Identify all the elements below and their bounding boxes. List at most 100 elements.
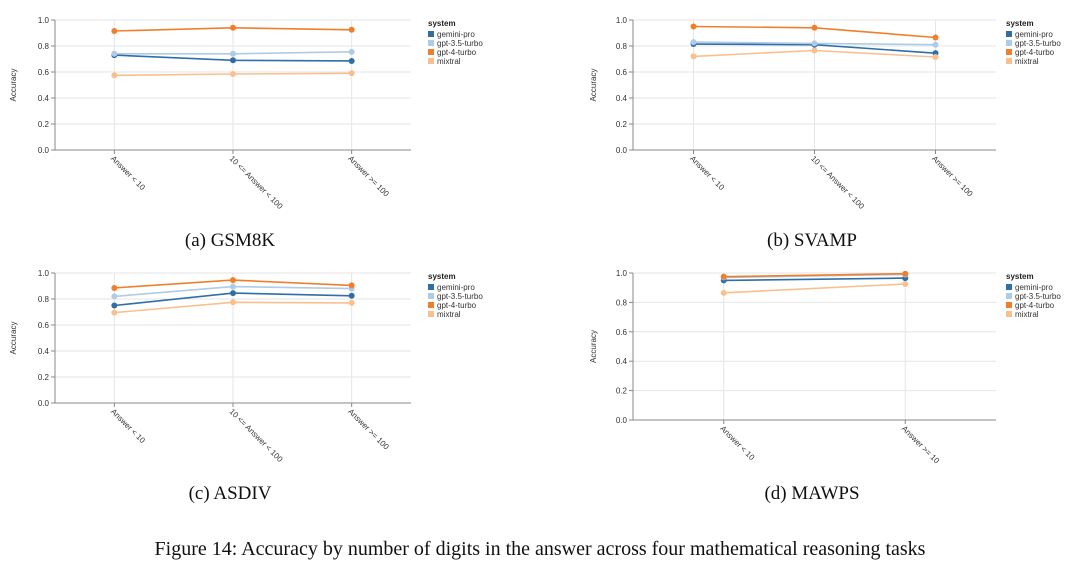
y-tick-label: 0.8: [616, 298, 628, 307]
data-point-gpt-4-turbo: [111, 28, 118, 35]
y-axis-title: Accuracy: [9, 69, 18, 102]
data-point-gpt-3-5-turbo: [230, 283, 236, 290]
chart-panel-d-mawps: 0.0 0.2 0.4 0.6 0.8 1.0 Answer < 10 Answer >= 1…: [589, 269, 1061, 504]
chart-panels: 0.0 0.2 0.4 0.6 0.8 1.0 Answer < 10 10 <= Answe…: [9, 16, 1061, 504]
legend-label-gpt-4-turbo: gpt-4-turbo: [1015, 48, 1055, 57]
x-tick-label: 10 <= Answer < 100: [809, 154, 866, 211]
legend-swatch-mixtral: [1006, 311, 1012, 317]
y-axis-title: Accuracy: [589, 69, 598, 102]
data-point-mixtral: [111, 309, 118, 316]
data-point-gpt-3-5-turbo: [690, 39, 697, 46]
y-tick-label: 0.8: [38, 42, 50, 51]
x-tick-label: Answer < 10: [109, 154, 147, 192]
data-point-gpt-4-turbo: [902, 270, 909, 277]
legend-label-mixtral: mixtral: [437, 310, 461, 319]
x-tick-label: Answer >= 100: [930, 154, 975, 199]
data-point-gemini-pro: [111, 302, 118, 309]
data-point-gpt-3-5-turbo: [111, 293, 118, 300]
y-tick-label: 0.2: [616, 387, 628, 396]
legend-swatch-gpt-3-5-turbo: [428, 40, 434, 46]
x-tick-label: 10 <= Answer < 100: [228, 407, 285, 464]
legend-label-gpt-3-5-turbo: gpt-3.5-turbo: [1015, 39, 1061, 48]
series-line-gpt-4-turbo: [723, 272, 906, 278]
data-point-gpt-4-turbo: [932, 34, 939, 41]
data-point-gpt-4-turbo: [348, 282, 355, 289]
y-tick-label: 0.4: [616, 357, 628, 366]
legend-label-gpt-4-turbo: gpt-4-turbo: [1015, 301, 1055, 310]
legend-label-mixtral: mixtral: [1015, 57, 1039, 66]
y-axis-title: Accuracy: [589, 330, 598, 363]
x-tick-label: Answer >= 100: [346, 154, 391, 199]
y-tick-label: 0.6: [38, 68, 50, 77]
legend-label-gpt-4-turbo: gpt-4-turbo: [437, 48, 477, 57]
y-tick-label: 0.6: [616, 328, 628, 337]
chart-panel-a-gsm8k: 0.0 0.2 0.4 0.6 0.8 1.0 Answer < 10 10 <= Answe…: [9, 16, 483, 251]
legend-title: system: [428, 19, 456, 28]
legend-label-gemini-pro: gemini-pro: [437, 283, 475, 292]
data-point-gpt-3-5-turbo: [111, 50, 118, 57]
y-tick-label: 1.0: [38, 16, 50, 25]
data-point-gpt-4-turbo: [348, 26, 355, 33]
y-tick-label: 0.8: [616, 42, 628, 51]
data-point-gpt-3-5-turbo: [811, 40, 818, 47]
y-tick-label: 0.4: [38, 347, 50, 356]
data-point-mixtral: [111, 72, 118, 79]
legend-swatch-gpt-4-turbo: [1006, 49, 1012, 55]
legend-swatch-mixtral: [428, 311, 434, 317]
data-point-gpt-4-turbo: [811, 24, 818, 31]
legend-swatch-gemini-pro: [428, 284, 434, 290]
y-tick-label: 0.6: [616, 68, 628, 77]
legend-swatch-mixtral: [428, 58, 434, 64]
data-point-gemini-pro: [230, 57, 236, 64]
series-line-mixtral: [723, 283, 906, 294]
y-tick-label: 1.0: [38, 269, 50, 278]
data-point-gpt-3-5-turbo: [230, 50, 236, 57]
legend-swatch-gpt-4-turbo: [428, 49, 434, 55]
legend-label-gemini-pro: gemini-pro: [437, 30, 475, 39]
data-point-gemini-pro: [348, 292, 355, 299]
y-tick-label: 0.4: [38, 94, 50, 103]
panel-caption: (c) ASDIV: [189, 483, 272, 504]
series-line-gemini-pro: [723, 277, 906, 282]
legend-label-mixtral: mixtral: [1015, 310, 1039, 319]
legend-swatch-gpt-3-5-turbo: [1006, 293, 1012, 299]
y-tick-label: 0.0: [38, 399, 50, 408]
legend-title: system: [428, 272, 456, 281]
data-point-mixtral: [230, 70, 236, 77]
legend-label-gemini-pro: gemini-pro: [1015, 283, 1053, 292]
legend-label-gpt-3-5-turbo: gpt-3.5-turbo: [437, 39, 483, 48]
legend-swatch-gpt-3-5-turbo: [1006, 40, 1012, 46]
x-tick-label: Answer >= 100: [346, 407, 391, 452]
y-tick-label: 0.2: [38, 373, 50, 382]
legend-swatch-gemini-pro: [1006, 284, 1012, 290]
y-tick-label: 0.2: [38, 120, 50, 129]
y-tick-label: 0.4: [616, 94, 628, 103]
data-point-gpt-3-5-turbo: [932, 41, 939, 48]
panel-caption: (d) MAWPS: [764, 483, 859, 504]
data-point-gemini-pro: [348, 57, 355, 64]
data-point-gpt-3-5-turbo: [348, 48, 355, 55]
legend-swatch-gemini-pro: [428, 31, 434, 37]
data-point-mixtral: [348, 70, 355, 77]
x-tick-label: Answer < 10: [688, 154, 726, 192]
y-tick-label: 1.0: [616, 16, 628, 25]
x-tick-label: Answer >= 10: [900, 424, 942, 466]
y-tick-label: 0.0: [616, 416, 628, 425]
panel-caption: (a) GSM8K: [185, 230, 276, 251]
y-tick-label: 0.0: [38, 146, 50, 155]
legend-label-gemini-pro: gemini-pro: [1015, 30, 1053, 39]
legend-label-gpt-3-5-turbo: gpt-3.5-turbo: [1015, 292, 1061, 301]
data-point-mixtral: [902, 281, 909, 288]
y-tick-label: 0.8: [38, 295, 50, 304]
y-tick-label: 1.0: [616, 269, 628, 278]
legend-swatch-mixtral: [1006, 58, 1012, 64]
x-tick-label: Answer < 10: [718, 424, 756, 462]
data-point-gpt-4-turbo: [720, 273, 727, 280]
legend-swatch-gpt-4-turbo: [1006, 302, 1012, 308]
y-tick-label: 0.2: [616, 120, 628, 129]
data-point-mixtral: [348, 299, 355, 306]
chart-panel-c-asdiv: 0.0 0.2 0.4 0.6 0.8 1.0 Answer < 10 10 <= Answe…: [9, 269, 483, 504]
data-point-mixtral: [932, 54, 939, 61]
legend-swatch-gpt-3-5-turbo: [428, 293, 434, 299]
